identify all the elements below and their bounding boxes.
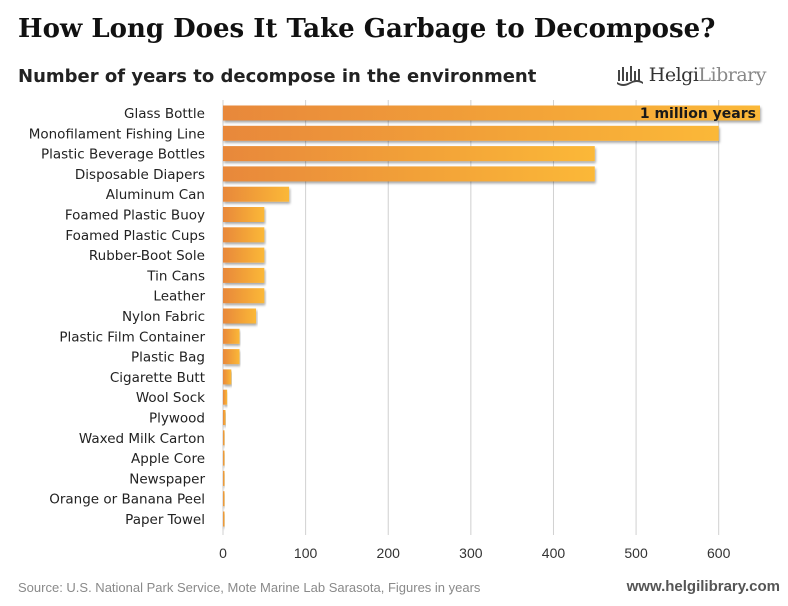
source-note: Source: U.S. National Park Service, Mote… <box>18 580 481 595</box>
category-label: Apple Core <box>131 451 205 467</box>
helgilibrary-logo-icon <box>616 66 643 86</box>
category-label: Wool Sock <box>136 390 205 406</box>
x-tick-label: 300 <box>459 545 483 561</box>
bar-leather <box>223 288 265 304</box>
category-label: Waxed Milk Carton <box>79 431 205 447</box>
category-label: Nylon Fabric <box>122 309 205 325</box>
category-label: Plastic Film Container <box>59 329 205 345</box>
category-label: Disposable Diapers <box>75 167 205 183</box>
category-label: Foamed Plastic Buoy <box>65 208 205 224</box>
category-label: Plastic Beverage Bottles <box>41 147 205 163</box>
category-label: Leather <box>153 289 205 305</box>
bar-disposable-diapers <box>223 166 595 182</box>
brand-name-dark: Helgi <box>648 64 699 86</box>
bar-plastic-film-container <box>223 328 240 344</box>
chart-title: How Long Does It Take Garbage to Decompo… <box>18 14 716 44</box>
bar-rubber-boot-sole <box>223 247 265 263</box>
x-tick-label: 0 <box>219 545 227 561</box>
category-label: Monofilament Fishing Line <box>29 126 205 142</box>
bar-annotation: 1 million years <box>640 106 756 122</box>
category-label: Paper Towel <box>125 512 205 528</box>
bar-apple-core <box>223 450 225 466</box>
category-label: Foamed Plastic Cups <box>65 228 205 244</box>
x-tick-label: 600 <box>707 545 731 561</box>
category-label: Rubber-Boot Sole <box>89 248 205 264</box>
website-link[interactable]: www.helgilibrary.com <box>626 578 780 595</box>
bar-orange-or-banana-peel <box>223 491 225 507</box>
category-label: Plywood <box>149 411 205 427</box>
bar-aluminum-can <box>223 186 290 202</box>
gridlines <box>222 100 720 535</box>
brand-name: HelgiLibrary <box>648 64 767 86</box>
brand-name-light: Library <box>698 64 766 86</box>
category-label: Plastic Bag <box>131 350 205 366</box>
bars <box>223 105 760 527</box>
category-label: Cigarette Butt <box>110 370 205 386</box>
bar-foamed-plastic-buoy <box>223 207 265 222</box>
category-label: Tin Cans <box>146 268 205 284</box>
bar-wool-sock <box>223 389 228 405</box>
annotations: 1 million years <box>640 106 756 122</box>
bar-nylon-fabric <box>223 308 257 324</box>
category-label: Orange or Banana Peel <box>49 492 205 508</box>
category-label: Newspaper <box>129 471 205 487</box>
brand-logo[interactable]: HelgiLibrary <box>616 64 767 86</box>
chart-subtitle: Number of years to decompose in the envi… <box>18 66 537 87</box>
x-tick-label: 100 <box>294 545 318 561</box>
bar-plastic-beverage-bottles <box>223 146 595 162</box>
bar-cigarette-butt <box>223 369 232 385</box>
x-tick-label: 400 <box>542 545 566 561</box>
category-label: Aluminum Can <box>106 187 205 203</box>
bar-foamed-plastic-cups <box>223 227 265 243</box>
bar-glass-bottle <box>223 105 760 121</box>
category-label: Glass Bottle <box>124 106 205 122</box>
bar-newspaper <box>223 470 225 486</box>
bar-paper-towel <box>223 511 225 527</box>
bar-plywood <box>223 410 226 425</box>
x-axis-ticks: 0 100 200 300 400 500 600 <box>219 545 730 561</box>
bar-waxed-milk-carton <box>223 430 225 446</box>
bar-plastic-bag <box>223 349 240 365</box>
bar-monofilament-fishing-line <box>223 125 719 141</box>
bar-tin-cans <box>223 267 265 283</box>
category-labels: Glass Bottle Monofilament Fishing Line Pla… <box>29 106 206 528</box>
x-tick-label: 200 <box>377 545 401 561</box>
x-tick-label: 500 <box>624 545 648 561</box>
